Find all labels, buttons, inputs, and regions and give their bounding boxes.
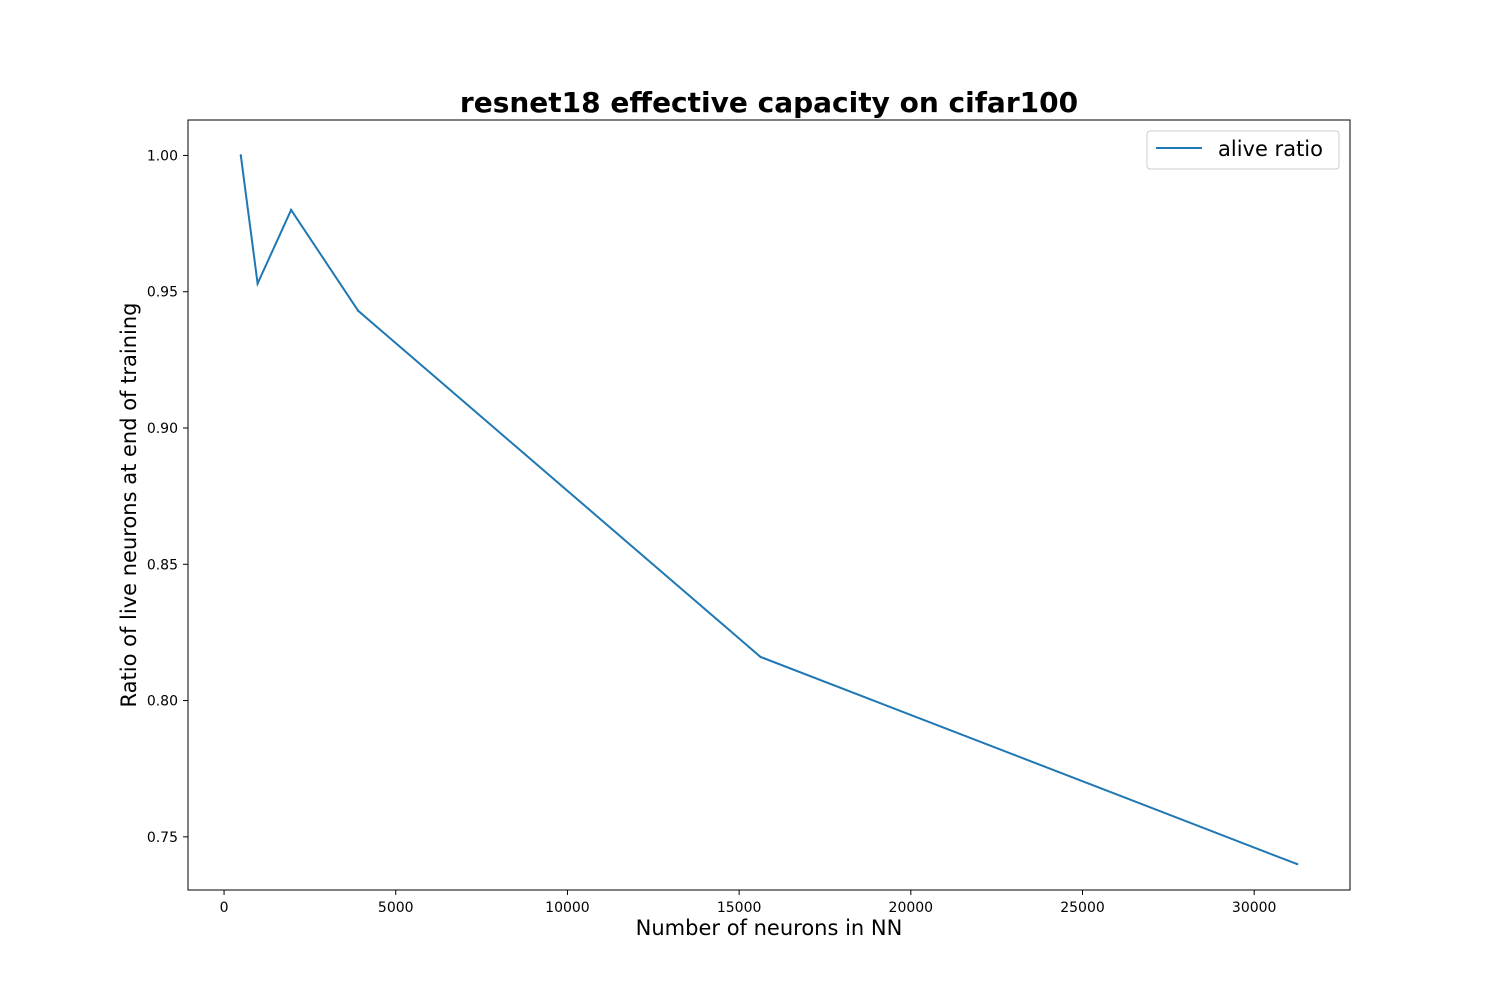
legend-box <box>1146 130 1340 170</box>
y-tick-label: 0.80 <box>147 694 178 710</box>
data-point <box>239 154 243 157</box>
tick-layer: 0 5000 10000 15000 20000 25000 30000 0.75 0.80 0.… <box>147 148 1277 916</box>
data-point <box>759 655 762 659</box>
x-tick-label: 10000 <box>545 900 590 916</box>
y-tick-label: 0.90 <box>147 421 178 437</box>
y-tick-label: 0.85 <box>147 557 178 573</box>
x-axis-label: Number of neurons in NN <box>636 916 903 940</box>
x-tick-label: 30000 <box>1232 900 1277 916</box>
y-tick-label: 0.95 <box>147 285 178 301</box>
x-tick-label: 25000 <box>1060 900 1105 916</box>
y-tick-label: 0.75 <box>147 830 178 846</box>
y-tick-label: 1.00 <box>147 148 178 164</box>
x-tick-label: 15000 <box>717 900 762 916</box>
data-point <box>356 309 360 312</box>
data-point <box>1295 862 1299 866</box>
chart-title: resnet18 effective capacity on cifar100 <box>460 86 1078 119</box>
data-point <box>289 208 293 212</box>
data-point <box>256 282 259 285</box>
series-line-alive-ratio <box>239 155 1298 866</box>
x-tick-label: 5000 <box>378 900 414 916</box>
legend-label: alive ratio <box>1218 137 1323 161</box>
y-axis-label: Ratio of live neurons at end of training <box>117 303 141 708</box>
x-tick-label: 0 <box>220 900 229 916</box>
series-layer <box>239 154 1299 866</box>
legend: alive ratio <box>1146 130 1340 170</box>
x-tick-label: 20000 <box>889 900 934 916</box>
plot-frame <box>187 119 1351 891</box>
